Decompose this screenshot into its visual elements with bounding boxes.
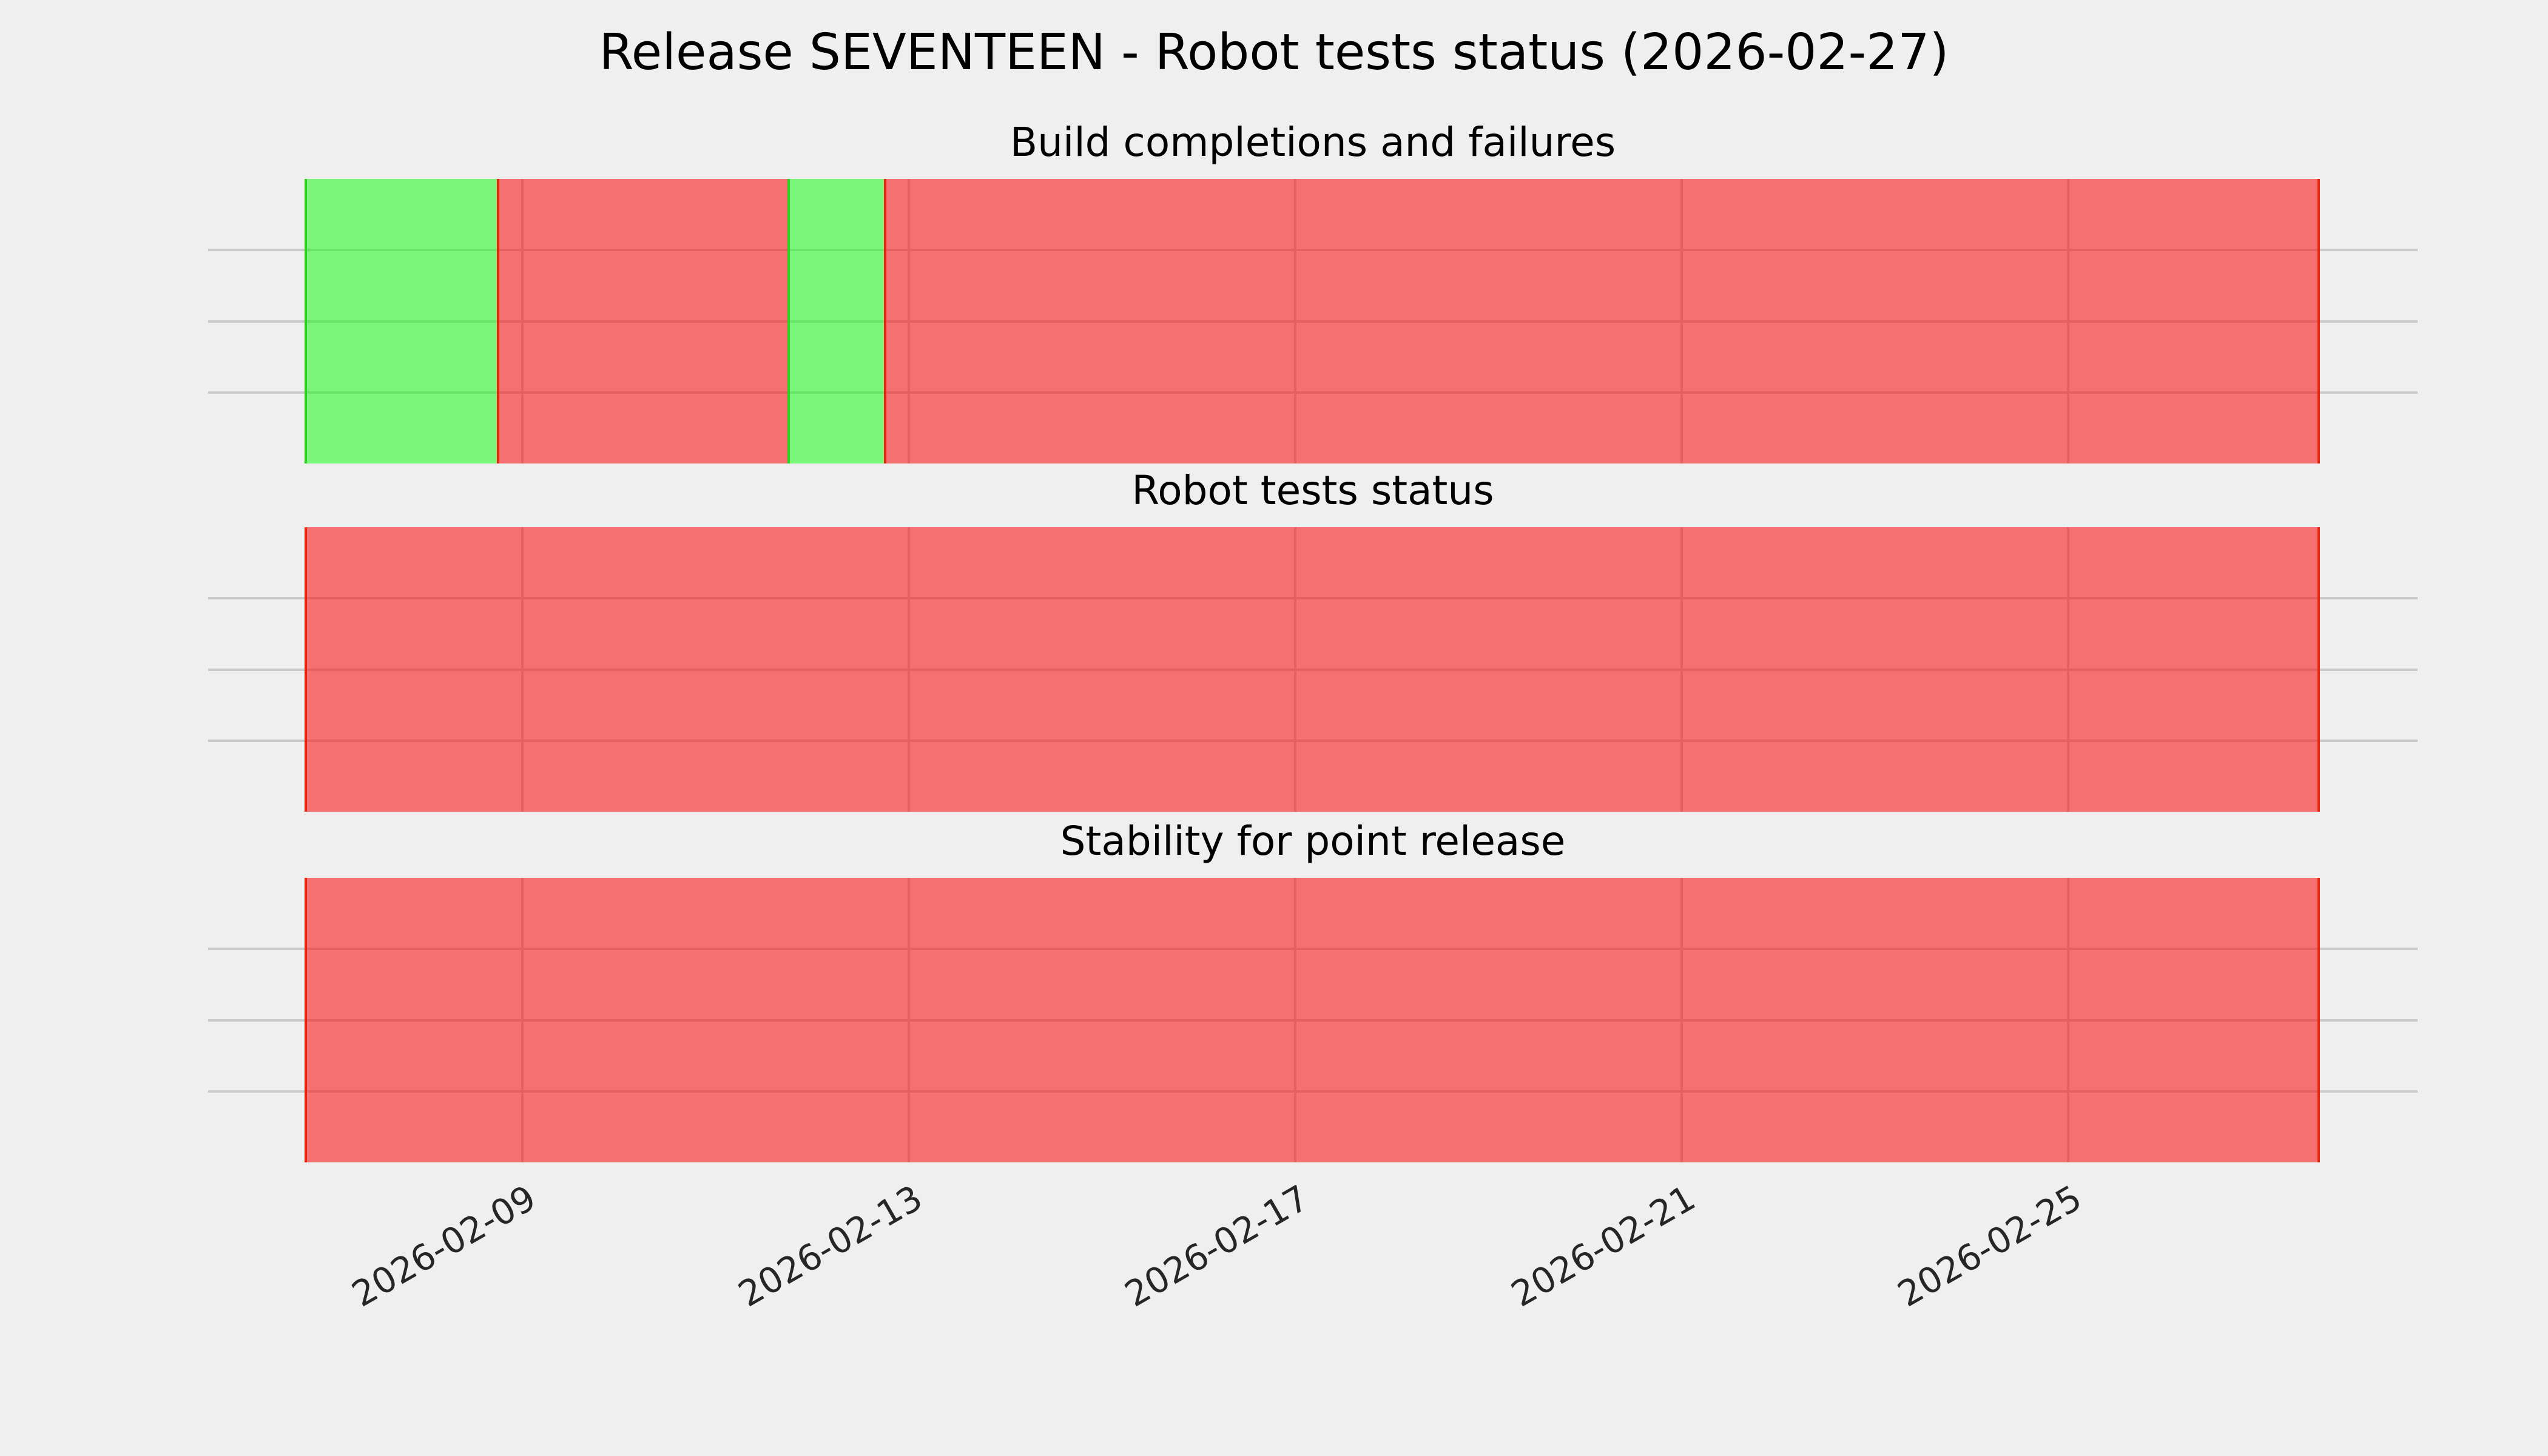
status-segment-pass [305,179,497,463]
status-segment-fail [496,179,787,463]
plot-area [208,878,2418,1162]
bars-strip [305,179,2320,463]
subplot-title: Stability for point release [1060,818,1566,864]
plot-area [208,527,2418,812]
figure-title: Release SEVENTEEN - Robot tests status (… [599,24,1949,81]
x-tick-label: 2026-02-09 [345,1177,543,1315]
bars-strip [305,878,2320,1162]
subplot-title: Build completions and failures [1009,119,1616,166]
bars-strip [305,527,2320,812]
status-segment-fail [305,527,2320,812]
status-segment-fail [305,878,2320,1162]
status-segment-fail [883,179,2320,463]
x-tick-label: 2026-02-21 [1504,1177,1702,1315]
x-tick-label: 2026-02-17 [1117,1177,1316,1315]
plot-area [208,179,2418,463]
status-segment-pass [787,179,884,463]
x-tick-label: 2026-02-13 [731,1177,929,1315]
subplot-title: Robot tests status [1131,467,1494,514]
x-tick-label: 2026-02-25 [1890,1177,2089,1315]
